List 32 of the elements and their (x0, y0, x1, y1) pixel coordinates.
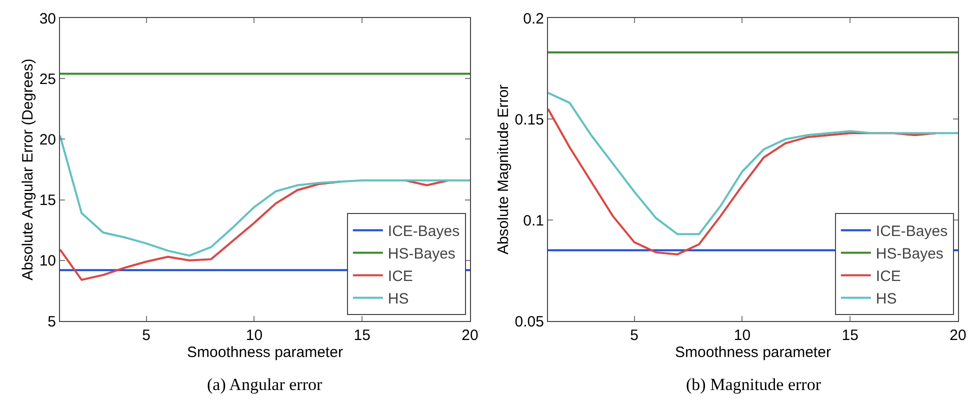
legend-label: ICE-Bayes (876, 223, 948, 240)
legend-label: ICE-Bayes (388, 223, 460, 240)
legend-label: ICE (388, 268, 413, 286)
y-tick-label: 20 (39, 131, 56, 148)
x-axis-title: Smoothness parameter (187, 344, 343, 361)
y-tick-label: 0.05 (514, 313, 544, 330)
x-tick-label: 20 (950, 327, 966, 344)
y-tick-label: 10 (39, 252, 56, 270)
y-tick-label: 5 (48, 313, 56, 330)
text: (b) Magnitude error (686, 375, 822, 394)
y-tick-label: 30 (39, 10, 56, 28)
y-tick-label: 25 (39, 70, 56, 88)
y-axis-title: Absolute Magnitude Error (495, 84, 512, 255)
y-tick-label: 15 (39, 192, 56, 210)
y-tick-label: 0.2 (523, 10, 544, 28)
text: (a) Angular error (207, 375, 323, 394)
x-tick-label: 20 (462, 327, 478, 344)
y-axis-title: Absolute Angular Error (Degrees) (20, 58, 37, 280)
legend-label: HS-Bayes (388, 246, 456, 263)
x-tick-label: 5 (630, 327, 638, 344)
y-tick-label: 0.1 (523, 212, 544, 230)
legend-label: HS (388, 290, 409, 308)
x-axis-title: Smoothness parameter (675, 344, 831, 361)
x-tick-label: 5 (142, 327, 150, 344)
y-tick-label: 0.15 (514, 111, 544, 128)
legend-label: HS-Bayes (876, 246, 944, 263)
legend-label: HS (876, 290, 897, 308)
legend-label: ICE (876, 268, 901, 286)
x-tick-label: 10 (246, 327, 263, 344)
x-tick-label: 15 (842, 327, 858, 344)
x-tick-label: 15 (354, 327, 370, 344)
x-tick-label: 10 (734, 327, 751, 344)
